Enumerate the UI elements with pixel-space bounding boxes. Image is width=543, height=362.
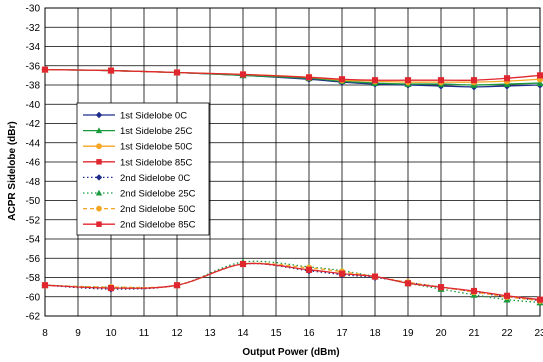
data-point xyxy=(371,273,379,280)
x-tick-label: 13 xyxy=(204,328,216,339)
y-tick-label: -50 xyxy=(26,196,41,207)
legend-label: 1st Sidelobe 0C xyxy=(120,111,187,122)
x-tick-label: 15 xyxy=(270,328,282,339)
y-tick-label: -42 xyxy=(26,119,41,130)
x-tick-label: 11 xyxy=(139,328,150,339)
data-point xyxy=(173,69,181,76)
legend: 1st Sidelobe 0C 1st Sidelobe 25C 1st Sidel… xyxy=(76,102,210,236)
legend-label: 1st Sidelobe 25C xyxy=(120,126,192,137)
data-point xyxy=(536,72,543,79)
legend-label: 2nd Sidelobe 25C xyxy=(120,189,196,200)
data-point xyxy=(173,282,181,289)
legend-marker xyxy=(95,111,103,119)
x-tick-label: 16 xyxy=(303,328,315,339)
legend-label: 2nd Sidelobe 0C xyxy=(120,173,190,184)
y-tick-label: -46 xyxy=(26,158,41,169)
y-tick-label: -56 xyxy=(26,254,41,265)
data-point xyxy=(470,77,478,84)
legend-marker xyxy=(96,159,102,165)
y-tick-labels: -30 -32 -34 -36 -38 -40 -42 -44 -46 -48 -50 -52 -54 -… xyxy=(26,4,41,323)
y-tick-label: -62 xyxy=(26,312,41,323)
legend-marker xyxy=(96,221,102,227)
data-point xyxy=(107,285,115,292)
x-tick-label: 18 xyxy=(369,328,381,339)
y-tick-label: -54 xyxy=(26,235,41,246)
data-point xyxy=(503,292,511,299)
data-point xyxy=(305,74,313,81)
legend-label: 2nd Sidelobe 85C xyxy=(120,220,196,231)
x-tick-label: 20 xyxy=(435,328,447,339)
data-point xyxy=(404,280,412,287)
legend-marker xyxy=(96,143,102,150)
y-tick-label: -38 xyxy=(26,81,41,92)
data-point xyxy=(536,296,543,303)
legend-marker xyxy=(95,127,103,134)
x-tick-label: 17 xyxy=(336,328,348,339)
y-tick-label: -60 xyxy=(26,292,41,303)
legend-marker xyxy=(95,174,103,181)
legend-marker xyxy=(96,205,102,212)
y-tick-label: -32 xyxy=(26,23,41,34)
data-point xyxy=(338,270,346,277)
x-tick-label: 10 xyxy=(105,328,117,339)
data-point xyxy=(41,66,49,73)
data-point xyxy=(503,75,511,82)
legend-label: 2nd Sidelobe 50C xyxy=(120,204,196,215)
series-markers xyxy=(41,66,543,306)
x-axis-label: Output Power (dBm) xyxy=(242,347,339,358)
data-point xyxy=(437,284,445,291)
legend-label: 1st Sidelobe 85C xyxy=(120,157,192,168)
y-tick-label: -44 xyxy=(26,138,41,149)
legend-box xyxy=(76,102,210,236)
y-tick-label: -52 xyxy=(26,215,41,226)
data-point xyxy=(239,260,247,268)
x-tick-labels: 8 9 10 11 12 13 14 15 16 17 18 19 20 21 22 23 xyxy=(42,328,543,339)
data-point xyxy=(470,287,478,295)
y-axis-label: ACPR Sidelobe (dBr) xyxy=(7,121,18,220)
data-point xyxy=(239,71,247,78)
data-point xyxy=(371,77,379,84)
x-tick-label: 8 xyxy=(42,328,48,339)
y-tick-label: -48 xyxy=(26,177,41,188)
y-tick-label: -34 xyxy=(26,42,41,53)
x-tick-label: 23 xyxy=(534,328,543,339)
data-point xyxy=(41,282,49,289)
x-tick-label: 19 xyxy=(402,328,414,339)
y-tick-label: -30 xyxy=(26,4,41,15)
x-tick-label: 14 xyxy=(237,328,249,339)
data-point xyxy=(536,79,543,86)
y-tick-label: -58 xyxy=(26,273,41,284)
legend-marker xyxy=(95,189,103,196)
y-tick-label: -40 xyxy=(26,100,41,111)
x-tick-label: 12 xyxy=(171,328,183,339)
data-point xyxy=(305,266,313,273)
legend-label: 1st Sidelobe 50C xyxy=(120,142,192,153)
data-point xyxy=(404,77,412,84)
data-point xyxy=(107,67,115,74)
x-tick-label: 22 xyxy=(501,328,513,339)
x-tick-label: 9 xyxy=(75,328,81,339)
data-point xyxy=(437,77,445,84)
x-tick-label: 21 xyxy=(468,328,480,339)
data-point xyxy=(338,76,346,83)
y-tick-label: -36 xyxy=(26,61,41,72)
